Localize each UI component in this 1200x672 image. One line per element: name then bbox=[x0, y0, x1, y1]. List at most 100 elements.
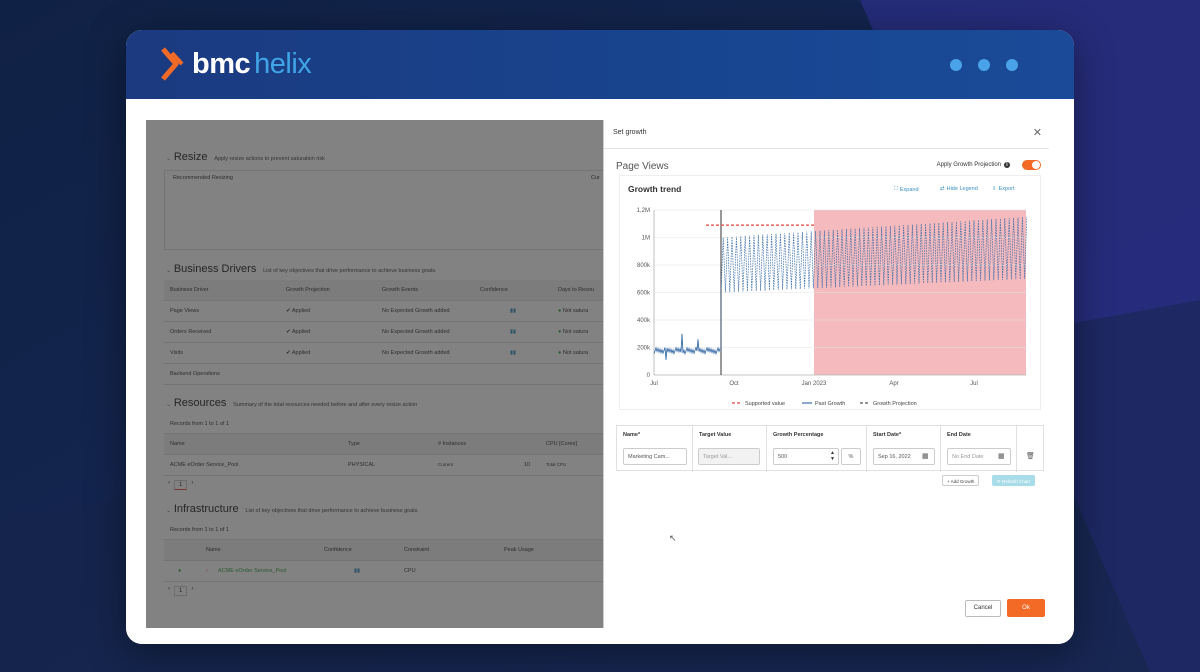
mouse-cursor-icon: ↖ bbox=[669, 533, 677, 543]
y-tick-label: 600k bbox=[637, 291, 651, 297]
row-driver: Page Views bbox=[170, 308, 199, 314]
calendar-icon[interactable]: ▦ bbox=[998, 453, 1005, 460]
y-tick-label: 0 bbox=[647, 373, 651, 379]
records-row: Records from 1 to 1 of 1 bbox=[164, 522, 604, 540]
y-tick-label: 800k bbox=[637, 263, 651, 269]
col-events[interactable]: Growth Events bbox=[382, 287, 419, 293]
row-instances: 10 bbox=[524, 462, 531, 468]
prev-page-button[interactable]: ‹ bbox=[168, 480, 170, 486]
col-instances[interactable]: # Instances bbox=[438, 441, 467, 447]
business-drivers-table: Business Driver Growth Projection Growth… bbox=[164, 280, 604, 386]
expand-icon[interactable]: › bbox=[206, 568, 208, 574]
x-tick-label: Jul bbox=[970, 381, 978, 387]
ok-button[interactable]: Ok bbox=[1007, 599, 1045, 617]
apply-growth-toggle[interactable] bbox=[1022, 160, 1041, 170]
table-row[interactable]: Visits ✔ Applied No Expected Growth adde… bbox=[164, 343, 604, 364]
export-icon: ⇩ bbox=[992, 186, 997, 192]
export-button[interactable]: ⇩ Export bbox=[992, 186, 1015, 192]
col-driver[interactable]: Business Driver bbox=[170, 287, 209, 293]
infrastructure-subtitle: List of key objectives that drive perfor… bbox=[245, 508, 419, 514]
trash-icon[interactable]: 🗑 bbox=[1026, 453, 1035, 460]
legend-label: Past Growth bbox=[815, 401, 845, 407]
y-tick-label: 1,2M bbox=[637, 208, 650, 214]
divider bbox=[604, 148, 1049, 149]
row-name[interactable]: ACME eOrder Service_Pool bbox=[218, 568, 287, 574]
col-peak[interactable]: Peak Usage bbox=[504, 547, 534, 553]
resources-table: Records from 1 to 1 of 1 Name Type # Ins… bbox=[164, 416, 604, 506]
y-tick-label: 1M bbox=[642, 236, 650, 242]
table-header: Business Driver Growth Projection Growth… bbox=[164, 280, 604, 301]
metric-name: Page Views bbox=[616, 161, 669, 172]
col-separator bbox=[1016, 426, 1017, 472]
hdr-growth: Growth Percentage bbox=[773, 432, 824, 438]
col-projection[interactable]: Growth Projection bbox=[286, 287, 330, 293]
legend-label: Growth Projection bbox=[873, 401, 917, 407]
start-date-input[interactable]: Sep 16, 2022 bbox=[873, 448, 935, 465]
row-driver: Orders Received bbox=[170, 329, 212, 335]
y-tick-label: 200k bbox=[637, 346, 651, 352]
add-growth-button[interactable]: + Add Growth bbox=[942, 475, 980, 486]
past-growth-line bbox=[653, 333, 721, 360]
col-days[interactable]: Days to Resou bbox=[558, 287, 595, 293]
hide-legend-label: Hide Legend bbox=[946, 186, 978, 192]
growth-percentage-input[interactable]: 500 bbox=[773, 448, 839, 465]
top-bar: bmc helix bbox=[126, 30, 1074, 99]
confidence-icon: ▮▮ bbox=[510, 329, 517, 335]
business-drivers-subtitle: List of key objectives that drive perfor… bbox=[263, 268, 437, 274]
refresh-chart-button[interactable]: ⟳ Refresh Chart bbox=[992, 475, 1036, 486]
x-tick-label: Jan 2023 bbox=[802, 381, 827, 387]
target-value-input: Target Val... bbox=[698, 448, 760, 465]
x-tick-label: Oct bbox=[729, 381, 739, 387]
col-confidence[interactable]: Confidence bbox=[324, 547, 352, 553]
expand-button[interactable]: ⛶ Expand bbox=[894, 186, 919, 193]
col-separator bbox=[940, 426, 941, 472]
status-icon: ● bbox=[178, 568, 182, 574]
table-row[interactable]: ACME eOrder Service_Pool PHYSICAL Curren… bbox=[164, 455, 604, 476]
main-content: ⌄ Resize Apply resize actions to prevent… bbox=[126, 99, 1074, 644]
col-cpu[interactable]: CPU [Cores] bbox=[546, 441, 577, 447]
col-constraint[interactable]: Constraint bbox=[404, 547, 430, 553]
resources-title: Resources bbox=[173, 397, 227, 409]
check-icon: ● bbox=[558, 350, 562, 356]
expand-label: Expand bbox=[899, 186, 919, 193]
row-type: PHYSICAL bbox=[348, 462, 376, 468]
expand-icon: ⛶ bbox=[894, 186, 898, 192]
y-tick-label: 400k bbox=[637, 318, 651, 324]
calendar-icon[interactable]: ▦ bbox=[922, 453, 929, 460]
end-date-input[interactable]: No End Date bbox=[947, 448, 1011, 465]
page-number[interactable]: 1 bbox=[174, 480, 188, 490]
check-icon: ● bbox=[558, 308, 562, 314]
records-label: Records from 1 to 1 of 1 bbox=[170, 527, 229, 533]
name-input[interactable]: Marketing Cam... bbox=[623, 448, 687, 465]
growth-projection-line bbox=[720, 216, 1028, 352]
percent-unit: % bbox=[841, 448, 861, 465]
table-row[interactable]: Page Views ✔ Applied No Expected Growth … bbox=[164, 301, 604, 322]
growth-form: Name* Target Value Growth Percentage Sta… bbox=[616, 425, 1044, 472]
business-drivers-section: ⌄ Business Drivers List of key objective… bbox=[166, 263, 437, 275]
set-growth-modal: Set growth ✕ Page Views Apply Growth Pro… bbox=[603, 120, 1049, 628]
next-page-button[interactable]: › bbox=[191, 480, 194, 486]
info-icon[interactable]: i bbox=[1004, 162, 1010, 168]
resize-table: Recommended Resizing Cur bbox=[164, 170, 604, 250]
page-number[interactable]: 1 bbox=[174, 586, 188, 596]
col-name[interactable]: Name bbox=[170, 441, 185, 447]
infrastructure-title: Infrastructure bbox=[173, 503, 239, 515]
pagination: ‹ 1 › bbox=[168, 586, 193, 596]
table-row[interactable]: Backend Operations bbox=[164, 364, 604, 385]
table-row[interactable]: ● › ACME eOrder Service_Pool ▮▮ CPU bbox=[164, 561, 604, 582]
close-icon[interactable]: ✕ bbox=[1032, 127, 1042, 139]
business-drivers-title: Business Drivers bbox=[173, 263, 257, 275]
table-row[interactable]: Orders Received ✔ Applied No Expected Gr… bbox=[164, 322, 604, 343]
cancel-button[interactable]: Cancel bbox=[965, 600, 1001, 617]
col-name[interactable]: Name bbox=[206, 547, 221, 553]
x-tick-label: Apr bbox=[889, 381, 898, 387]
next-page-button[interactable]: › bbox=[191, 586, 194, 592]
row-driver: Visits bbox=[170, 350, 184, 356]
legend-label: Supported value bbox=[745, 401, 785, 407]
stepper-icon[interactable]: ▲ ▼ bbox=[830, 450, 835, 462]
col-type[interactable]: Type bbox=[348, 441, 360, 447]
row-events: No Expected Growth added bbox=[382, 350, 450, 356]
col-confidence[interactable]: Confidence bbox=[480, 287, 508, 293]
hide-legend-button[interactable]: ⇄ Hide Legend bbox=[940, 186, 978, 192]
prev-page-button[interactable]: ‹ bbox=[168, 586, 170, 592]
